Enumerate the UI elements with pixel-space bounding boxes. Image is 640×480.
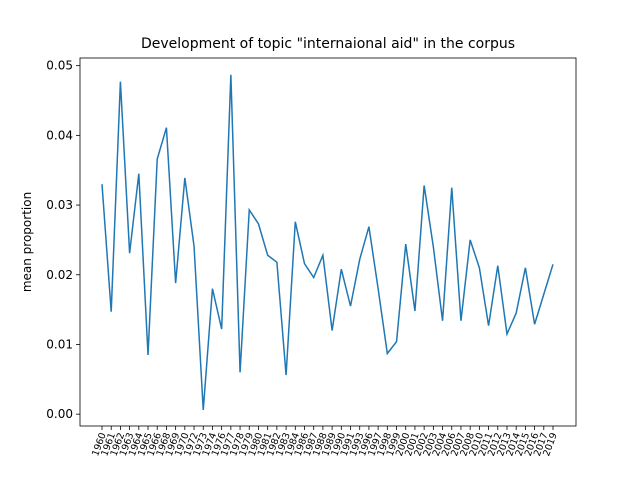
y-tick-label: 0.01 bbox=[46, 337, 73, 351]
chart-title: Development of topic "internaional aid" … bbox=[141, 36, 515, 52]
y-tick-label: 0.02 bbox=[46, 268, 73, 282]
y-tick-label: 0.04 bbox=[46, 128, 73, 142]
y-tick-label: 0.05 bbox=[46, 59, 73, 73]
line-series bbox=[101, 74, 554, 411]
y-tick-label: 0.03 bbox=[46, 198, 73, 212]
plot-frame bbox=[79, 57, 577, 427]
y-tick-label: 0.00 bbox=[46, 407, 73, 421]
y-axis-label: mean proportion bbox=[20, 192, 34, 292]
